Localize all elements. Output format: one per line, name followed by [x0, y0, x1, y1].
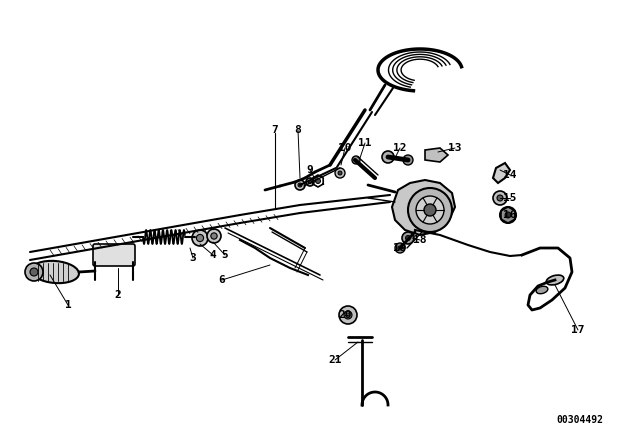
Circle shape [306, 178, 314, 186]
Text: 10: 10 [339, 143, 352, 153]
Circle shape [505, 212, 511, 218]
Text: 19: 19 [393, 243, 407, 253]
Polygon shape [493, 163, 510, 183]
Text: 21: 21 [328, 355, 342, 365]
Circle shape [398, 246, 402, 250]
Circle shape [416, 196, 444, 224]
Text: 6: 6 [219, 275, 225, 285]
Circle shape [408, 188, 452, 232]
Text: 3: 3 [189, 253, 196, 263]
Circle shape [382, 151, 394, 163]
Circle shape [295, 180, 305, 190]
Polygon shape [392, 180, 455, 235]
Circle shape [406, 236, 410, 241]
Text: 5: 5 [221, 250, 228, 260]
Polygon shape [425, 148, 448, 162]
Text: 9: 9 [307, 165, 314, 175]
Circle shape [338, 171, 342, 175]
Text: 16: 16 [503, 210, 516, 220]
Circle shape [500, 207, 516, 223]
Text: 12: 12 [393, 143, 407, 153]
Circle shape [497, 195, 503, 201]
Circle shape [352, 156, 360, 164]
Text: 20: 20 [339, 310, 352, 320]
FancyBboxPatch shape [93, 244, 135, 266]
Circle shape [424, 204, 436, 216]
Ellipse shape [546, 275, 564, 285]
Circle shape [316, 178, 321, 184]
Text: 11: 11 [358, 138, 372, 148]
Circle shape [335, 168, 345, 178]
Text: 15: 15 [503, 193, 516, 203]
Ellipse shape [31, 261, 79, 283]
Text: 7: 7 [271, 125, 278, 135]
Circle shape [395, 243, 405, 253]
Text: 13: 13 [448, 143, 461, 153]
Ellipse shape [536, 286, 548, 294]
Text: 2: 2 [115, 290, 122, 300]
Circle shape [493, 191, 507, 205]
Circle shape [344, 311, 352, 319]
Text: 8: 8 [294, 125, 301, 135]
Text: 4: 4 [210, 250, 216, 260]
Text: 17: 17 [572, 325, 585, 335]
Circle shape [30, 268, 38, 276]
Text: 1: 1 [65, 300, 72, 310]
Circle shape [25, 263, 43, 281]
Text: 18: 18 [413, 235, 427, 245]
Circle shape [308, 181, 312, 184]
Text: 14: 14 [503, 170, 516, 180]
Circle shape [211, 233, 217, 239]
Circle shape [403, 155, 413, 165]
Circle shape [207, 229, 221, 243]
Circle shape [192, 230, 208, 246]
Circle shape [298, 183, 302, 187]
Text: 00304492: 00304492 [557, 415, 604, 425]
Circle shape [402, 232, 414, 244]
Circle shape [339, 306, 357, 324]
Circle shape [196, 234, 204, 241]
